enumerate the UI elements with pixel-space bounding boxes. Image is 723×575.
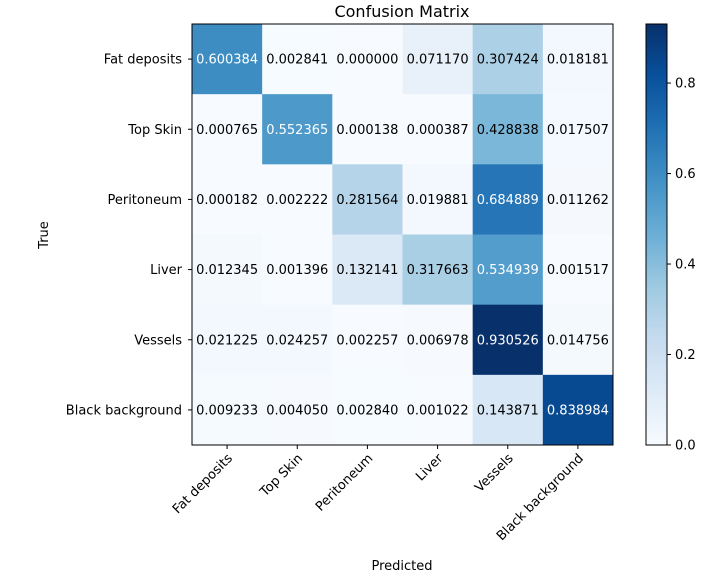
heatmap-cell — [262, 304, 333, 376]
y-tick-label: Black background — [66, 403, 182, 418]
heatmap-cell — [472, 304, 544, 376]
heatmap-cell — [402, 164, 474, 235]
y-tick-label: Fat deposits — [104, 53, 182, 68]
heatmap-cell — [472, 94, 544, 165]
colorbar-tick-label: 0.8 — [675, 77, 696, 92]
y-axis-ticks: Fat deposits Top Skin Peritoneum Liver Vesse… — [66, 53, 192, 418]
heatmap-cell — [402, 24, 474, 95]
cell-value-label: 0.838984 — [547, 403, 609, 418]
cell-value-label: 0.002841 — [266, 53, 328, 68]
y-axis-label: True — [37, 221, 52, 250]
cell-value-label: 0.024257 — [266, 333, 328, 348]
heatmap-cell — [262, 374, 333, 446]
colorbar — [645, 23, 668, 446]
x-tick-label: Top Skin — [257, 451, 306, 500]
heatmap-cells — [192, 24, 614, 446]
heatmap-cell — [472, 374, 544, 446]
heatmap-cell — [402, 374, 474, 446]
cell-value-label: 0.000182 — [196, 193, 258, 208]
cell-value-label: 0.534939 — [477, 263, 539, 278]
x-tick-label: Fat deposits — [170, 451, 236, 517]
heatmap-cell — [542, 164, 614, 235]
heatmap-cell — [192, 24, 263, 95]
cell-value-label: 0.552365 — [266, 123, 328, 138]
heatmap-cell — [332, 234, 403, 306]
heatmap-cell — [192, 374, 263, 446]
cell-value-label: 0.012345 — [196, 263, 258, 278]
cell-value-label: 0.143871 — [477, 403, 539, 418]
x-axis-ticks: Fat deposits Top Skin Peritoneum Liver Vesse… — [170, 445, 587, 544]
heatmap-cell — [262, 164, 333, 235]
heatmap-cell — [192, 304, 263, 376]
cell-value-label: 0.011262 — [547, 193, 609, 208]
heatmap-cell — [192, 164, 263, 235]
x-tick-label: Vessels — [472, 451, 517, 496]
cell-value-label: 0.018181 — [547, 53, 609, 68]
heatmap-cell — [542, 24, 614, 95]
x-axis-label: Predicted — [371, 559, 432, 574]
y-tick-label: Peritoneum — [107, 193, 182, 208]
cell-value-label: 0.001517 — [547, 263, 609, 278]
x-tick-label: Peritoneum — [313, 451, 376, 514]
cell-value-label: 0.930526 — [477, 333, 539, 348]
heatmap-cell — [402, 234, 474, 306]
heatmap-cell — [332, 374, 403, 446]
heatmap-cell — [332, 24, 403, 95]
heatmap-cell — [192, 234, 263, 306]
cell-value-label: 0.684889 — [477, 193, 539, 208]
heatmap-cell — [542, 374, 614, 446]
cell-value-label: 0.001022 — [407, 403, 469, 418]
cell-value-label: 0.002222 — [266, 193, 328, 208]
cell-value-label: 0.317663 — [407, 263, 469, 278]
plot-frame — [191, 23, 614, 446]
x-tick-label: Liver — [413, 451, 447, 485]
cell-value-label: 0.001396 — [266, 263, 328, 278]
cell-value-label: 0.132141 — [336, 263, 398, 278]
cell-value-label: 0.000138 — [336, 123, 398, 138]
cell-value-label: 0.428838 — [477, 123, 539, 138]
heatmap-cell — [472, 234, 544, 306]
cell-value-label: 0.021225 — [196, 333, 258, 348]
heatmap-cell — [332, 164, 403, 235]
cell-value-label: 0.307424 — [477, 53, 539, 68]
cell-value-label: 0.600384 — [196, 53, 258, 68]
cell-value-label: 0.019881 — [407, 193, 469, 208]
heatmap-cell — [262, 24, 333, 95]
cell-value-label: 0.281564 — [336, 193, 398, 208]
cell-value-label: 0.017507 — [547, 123, 609, 138]
chart-title: Confusion Matrix — [334, 2, 469, 21]
colorbar-tick-label: 0.4 — [675, 258, 696, 273]
cell-value-label: 0.014756 — [547, 333, 609, 348]
cell-value-label: 0.000387 — [407, 123, 469, 138]
heatmap-cell — [542, 304, 614, 376]
cell-value-label: 0.000000 — [336, 53, 398, 68]
cell-value-label: 0.009233 — [196, 403, 258, 418]
y-tick-label: Top Skin — [127, 123, 182, 138]
cell-value-label: 0.002840 — [336, 403, 398, 418]
colorbar-ticks: 0.0 0.2 0.4 0.6 0.8 — [667, 77, 696, 454]
cell-value-label: 0.006978 — [407, 333, 469, 348]
heatmap-cell — [332, 304, 403, 376]
heatmap-cell — [262, 94, 333, 165]
colorbar-tick-label: 0.2 — [675, 348, 696, 363]
heatmap-cell — [332, 94, 403, 165]
y-tick-label: Vessels — [134, 333, 182, 348]
heatmap-cell — [402, 304, 474, 376]
heatmap-cell — [262, 234, 333, 306]
heatmap-cell — [402, 94, 474, 165]
cell-value-label: 0.071170 — [407, 53, 469, 68]
heatmap-cell — [472, 24, 544, 95]
colorbar-tick-label: 0.6 — [675, 167, 696, 182]
heatmap-cell — [192, 94, 263, 165]
y-tick-label: Liver — [150, 263, 183, 278]
heatmap-cell — [542, 94, 614, 165]
cell-value-label: 0.002257 — [336, 333, 398, 348]
cell-value-label: 0.000765 — [196, 123, 258, 138]
heatmap-cell — [472, 164, 544, 235]
heatmap-cell — [542, 234, 614, 306]
cell-value-label: 0.004050 — [266, 403, 328, 418]
colorbar-tick-label: 0.0 — [675, 439, 696, 454]
heatmap-cell-labels: 0.600384 0.002841 0.000000 0.071170 0.307424… — [196, 53, 609, 419]
